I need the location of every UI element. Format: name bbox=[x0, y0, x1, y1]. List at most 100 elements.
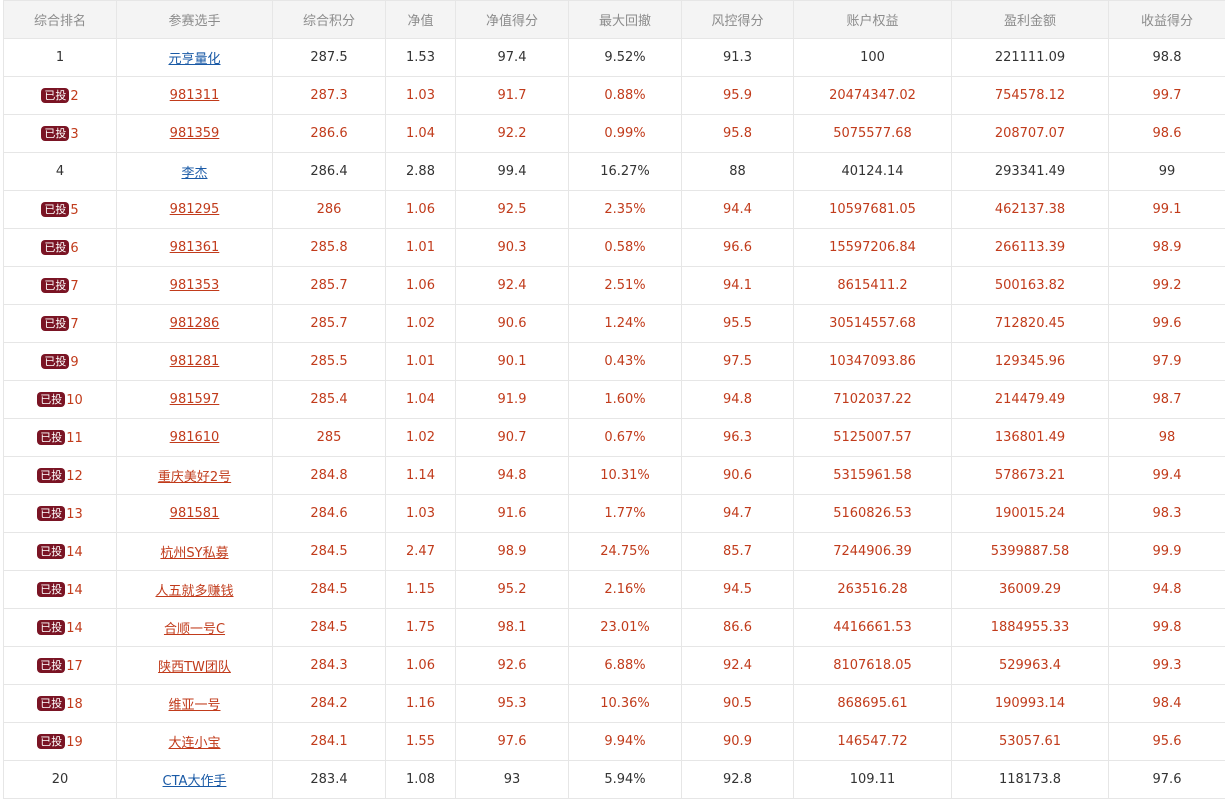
player-cell: 981359 bbox=[116, 114, 273, 153]
total-score-cell: 287.5 bbox=[272, 38, 386, 77]
player-link[interactable]: 维亚一号 bbox=[168, 698, 221, 713]
risk-score-cell: 95.5 bbox=[681, 304, 794, 343]
player-cell: CTA大作手 bbox=[116, 760, 273, 799]
profit-cell: 1884955.33 bbox=[951, 608, 1109, 647]
profit-cell: 208707.07 bbox=[951, 114, 1109, 153]
risk-score-cell: 85.7 bbox=[681, 532, 794, 571]
max-drawdown-cell: 16.27% bbox=[568, 152, 682, 191]
nav-cell: 1.53 bbox=[385, 38, 456, 77]
equity-cell: 5315961.58 bbox=[793, 456, 952, 495]
table-row: 已投 2 981311 287.3 1.03 91.7 0.88% 95.9 20474347.… bbox=[3, 76, 1225, 115]
equity-cell: 5075577.68 bbox=[793, 114, 952, 153]
profit-cell: 129345.96 bbox=[951, 342, 1109, 381]
return-score-cell: 99.4 bbox=[1108, 456, 1225, 495]
risk-score-cell: 95.8 bbox=[681, 114, 794, 153]
player-link[interactable]: 981295 bbox=[169, 202, 220, 217]
player-link[interactable]: CTA大作手 bbox=[162, 774, 227, 789]
rank-value: 2 bbox=[70, 88, 79, 104]
max-drawdown-cell: 0.88% bbox=[568, 76, 682, 115]
rank-cell: 已投 14 bbox=[3, 570, 117, 609]
risk-score-cell: 96.3 bbox=[681, 418, 794, 457]
header-return-score[interactable]: 收益得分 bbox=[1108, 0, 1225, 39]
nav-score-cell: 97.4 bbox=[455, 38, 569, 77]
max-drawdown-cell: 24.75% bbox=[568, 532, 682, 571]
header-risk-score[interactable]: 风控得分 bbox=[681, 0, 794, 39]
player-link[interactable]: 981281 bbox=[169, 354, 220, 369]
player-cell: 981295 bbox=[116, 190, 273, 229]
return-score-cell: 98.7 bbox=[1108, 380, 1225, 419]
rank-cell: 已投 7 bbox=[3, 266, 117, 305]
player-link[interactable]: 大连小宝 bbox=[168, 736, 221, 751]
player-link[interactable]: 981597 bbox=[169, 392, 220, 407]
player-link[interactable]: 元亨量化 bbox=[168, 52, 221, 67]
nav-cell: 1.06 bbox=[385, 266, 456, 305]
total-score-cell: 285.5 bbox=[272, 342, 386, 381]
rank-cell: 20 bbox=[3, 760, 117, 799]
profit-cell: 190993.14 bbox=[951, 684, 1109, 723]
header-max-drawdown[interactable]: 最大回撤 bbox=[568, 0, 682, 39]
player-link[interactable]: 981361 bbox=[169, 240, 220, 255]
player-link[interactable]: 重庆美好2号 bbox=[157, 470, 232, 485]
player-link[interactable]: 981359 bbox=[169, 126, 220, 141]
equity-cell: 20474347.02 bbox=[793, 76, 952, 115]
total-score-cell: 283.4 bbox=[272, 760, 386, 799]
player-link[interactable]: 981286 bbox=[169, 316, 220, 331]
header-profit[interactable]: 盈利金额 bbox=[951, 0, 1109, 39]
nav-score-cell: 92.5 bbox=[455, 190, 569, 229]
nav-cell: 1.02 bbox=[385, 304, 456, 343]
rank-value: 4 bbox=[55, 164, 65, 179]
risk-score-cell: 92.4 bbox=[681, 646, 794, 685]
invested-badge: 已投 bbox=[37, 505, 66, 521]
table-row: 已投 17 陕西TW团队 284.3 1.06 92.6 6.88% 92.4 8107618.… bbox=[3, 646, 1225, 685]
header-player[interactable]: 参赛选手 bbox=[116, 0, 273, 39]
table-row: 已投 13 981581 284.6 1.03 91.6 1.77% 94.7 5160826.… bbox=[3, 494, 1225, 533]
player-link[interactable]: 陕西TW团队 bbox=[158, 660, 231, 675]
return-score-cell: 99.6 bbox=[1108, 304, 1225, 343]
return-score-cell: 98 bbox=[1108, 418, 1225, 457]
player-cell: 981581 bbox=[116, 494, 273, 533]
return-score-cell: 99.9 bbox=[1108, 532, 1225, 571]
player-link[interactable]: 981581 bbox=[169, 506, 220, 521]
player-link[interactable]: 合顺一号C bbox=[163, 622, 226, 637]
rank-value: 7 bbox=[70, 316, 79, 332]
table-row: 已投 10 981597 285.4 1.04 91.9 1.60% 94.8 7102037.… bbox=[3, 380, 1225, 419]
equity-cell: 15597206.84 bbox=[793, 228, 952, 267]
nav-cell: 2.47 bbox=[385, 532, 456, 571]
total-score-cell: 285.7 bbox=[272, 266, 386, 305]
profit-cell: 53057.61 bbox=[951, 722, 1109, 761]
equity-cell: 10597681.05 bbox=[793, 190, 952, 229]
player-cell: 981311 bbox=[116, 76, 273, 115]
nav-score-cell: 94.8 bbox=[455, 456, 569, 495]
nav-score-cell: 95.3 bbox=[455, 684, 569, 723]
header-rank[interactable]: 综合排名 bbox=[3, 0, 117, 39]
player-link[interactable]: 李杰 bbox=[181, 166, 208, 181]
rank-value: 11 bbox=[66, 430, 83, 446]
player-link[interactable]: 人五就多赚钱 bbox=[155, 584, 234, 599]
equity-cell: 8615411.2 bbox=[793, 266, 952, 305]
risk-score-cell: 91.3 bbox=[681, 38, 794, 77]
header-equity[interactable]: 账户权益 bbox=[793, 0, 952, 39]
player-cell: 杭州SY私募 bbox=[116, 532, 273, 571]
player-link[interactable]: 杭州SY私募 bbox=[160, 546, 229, 561]
equity-cell: 5125007.57 bbox=[793, 418, 952, 457]
rank-value: 10 bbox=[66, 392, 83, 408]
return-score-cell: 99.3 bbox=[1108, 646, 1225, 685]
player-link[interactable]: 981610 bbox=[169, 430, 220, 445]
nav-score-cell: 99.4 bbox=[455, 152, 569, 191]
player-cell: 陕西TW团队 bbox=[116, 646, 273, 685]
rank-cell: 已投 2 bbox=[3, 76, 117, 115]
rank-value: 14 bbox=[66, 620, 83, 636]
table-row: 已投 7 981286 285.7 1.02 90.6 1.24% 95.5 30514557.… bbox=[3, 304, 1225, 343]
rank-value: 14 bbox=[66, 582, 83, 598]
header-nav-score[interactable]: 净值得分 bbox=[455, 0, 569, 39]
header-total-score[interactable]: 综合积分 bbox=[272, 0, 386, 39]
equity-cell: 100 bbox=[793, 38, 952, 77]
player-link[interactable]: 981311 bbox=[169, 88, 220, 103]
max-drawdown-cell: 0.58% bbox=[568, 228, 682, 267]
rank-value: 17 bbox=[66, 658, 83, 674]
player-link[interactable]: 981353 bbox=[169, 278, 220, 293]
player-cell: 元亨量化 bbox=[116, 38, 273, 77]
equity-cell: 868695.61 bbox=[793, 684, 952, 723]
table-row: 已投 11 981610 285 1.02 90.7 0.67% 96.3 5125007.57… bbox=[3, 418, 1225, 457]
header-nav[interactable]: 净值 bbox=[385, 0, 456, 39]
